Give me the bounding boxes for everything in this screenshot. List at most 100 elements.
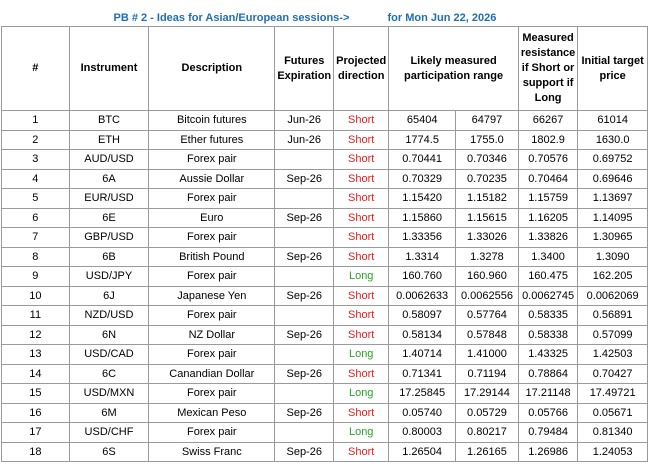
cell-range-b: 160.960 (455, 266, 519, 287)
cell-description: Forex pair (148, 266, 276, 287)
cell-range-b: 0.57848 (455, 324, 519, 345)
cell-level: 0.05766 (517, 402, 579, 423)
header-description: Description (148, 26, 276, 111)
table-row: 17 USD/CHF Forex pair Long 0.80003 0.80217 0.7… (1, 422, 648, 443)
cell-range-a: 65404 (388, 110, 457, 131)
cell-description: Forex pair (148, 383, 276, 404)
cell-range-a: 0.58097 (388, 305, 457, 326)
cell-direction: Short (333, 324, 390, 345)
cell-range-b: 1.41000 (455, 344, 519, 365)
cell-range-a: 1.3314 (388, 246, 457, 267)
cell-level: 0.70464 (517, 168, 579, 189)
cell-range-b: 17.29144 (455, 383, 519, 404)
cell-range-b: 0.70346 (455, 149, 519, 170)
cell-range-a: 17.25845 (388, 383, 457, 404)
cell-description: Forex pair (148, 188, 276, 209)
cell-level: 0.0062745 (517, 285, 579, 306)
cell-level: 17.21148 (517, 383, 579, 404)
cell-level: 1.16205 (517, 207, 579, 228)
cell-target: 17.49721 (577, 383, 648, 404)
cell-range-a: 1774.5 (388, 129, 457, 150)
table-row: 16 6M Mexican Peso Sep-26 Short 0.05740 0.0572… (1, 402, 648, 423)
cell-range-a: 0.80003 (388, 422, 457, 443)
cell-target: 1.13697 (577, 188, 648, 209)
cell-number: 12 (1, 324, 70, 345)
cell-instrument: AUD/USD (68, 149, 150, 170)
cell-number: 18 (1, 441, 70, 462)
cell-direction: Short (333, 402, 390, 423)
header-target: Initial target price (577, 26, 648, 111)
cell-expiration (274, 383, 335, 404)
cell-range-a: 1.40714 (388, 344, 457, 365)
cell-direction: Short (333, 285, 390, 306)
cell-direction: Short (333, 188, 390, 209)
cell-description: NZ Dollar (148, 324, 276, 345)
cell-target: 162.205 (577, 266, 648, 287)
cell-expiration (274, 266, 335, 287)
cell-target: 0.70427 (577, 363, 648, 384)
cell-expiration: Sep-26 (274, 285, 335, 306)
table-row: 2 ETH Ether futures Jun-26 Short 1774.5 1755.0… (1, 129, 648, 150)
cell-range-b: 1.15182 (455, 188, 519, 209)
cell-expiration: Jun-26 (274, 110, 335, 131)
cell-expiration: Sep-26 (274, 324, 335, 345)
cell-level: 0.58335 (517, 305, 579, 326)
cell-instrument: 6A (68, 168, 150, 189)
cell-expiration (274, 422, 335, 443)
cell-range-b: 1.3278 (455, 246, 519, 267)
cell-range-b: 1755.0 (455, 129, 519, 150)
cell-instrument: 6N (68, 324, 150, 345)
cell-expiration: Sep-26 (274, 363, 335, 384)
cell-description: British Pound (148, 246, 276, 267)
cell-description: Canandian Dollar (148, 363, 276, 384)
cell-expiration (274, 227, 335, 248)
cell-number: 4 (1, 168, 70, 189)
cell-direction: Long (333, 383, 390, 404)
cell-range-b: 64797 (455, 110, 519, 131)
cell-instrument: BTC (68, 110, 150, 131)
cell-number: 5 (1, 188, 70, 209)
cell-target: 0.81340 (577, 422, 648, 443)
cell-instrument: NZD/USD (68, 305, 150, 326)
cell-instrument: EUR/USD (68, 188, 150, 209)
cell-expiration (274, 305, 335, 326)
cell-description: Forex pair (148, 305, 276, 326)
cell-target: 1.30965 (577, 227, 648, 248)
cell-direction: Short (333, 363, 390, 384)
header-row: # Instrument Description Futures Expirat… (1, 26, 648, 111)
cell-level: 0.78864 (517, 363, 579, 384)
cell-number: 7 (1, 227, 70, 248)
cell-range-b: 1.15615 (455, 207, 519, 228)
sheet-title: PB # 2 - Ideas for Asian/European sessio… (113, 12, 350, 24)
cell-range-a: 1.15420 (388, 188, 457, 209)
cell-instrument: 6B (68, 246, 150, 267)
cell-number: 3 (1, 149, 70, 170)
cell-instrument: 6S (68, 441, 150, 462)
cell-target: 0.56891 (577, 305, 648, 326)
cell-instrument: ETH (68, 129, 150, 150)
cell-target: 1.42503 (577, 344, 648, 365)
table-row: 15 USD/MXN Forex pair Long 17.25845 17.29144 1… (1, 383, 648, 404)
cell-direction: Short (333, 441, 390, 462)
title-row: PB # 2 - Ideas for Asian/European sessio… (1, 4, 648, 27)
table-row: 8 6B British Pound Sep-26 Short 1.3314 1.3278 1… (1, 246, 648, 267)
cell-direction: Short (333, 149, 390, 170)
cell-expiration: Sep-26 (274, 207, 335, 228)
cell-description: Forex pair (148, 227, 276, 248)
cell-description: Aussie Dollar (148, 168, 276, 189)
cell-range-a: 1.33356 (388, 227, 457, 248)
cell-level: 0.58338 (517, 324, 579, 345)
cell-description: Swiss Franc (148, 441, 276, 462)
cell-number: 2 (1, 129, 70, 150)
table-row: 5 EUR/USD Forex pair Short 1.15420 1.15182 1.1… (1, 188, 648, 209)
cell-range-b: 1.26165 (455, 441, 519, 462)
cell-number: 11 (1, 305, 70, 326)
cell-target: 0.0062069 (577, 285, 648, 306)
cell-direction: Short (333, 129, 390, 150)
table-row: 14 6C Canandian Dollar Sep-26 Short 0.71341 0.… (1, 363, 648, 384)
cell-target: 61014 (577, 110, 648, 131)
cell-instrument: USD/CHF (68, 422, 150, 443)
trade-ideas-table: PB # 2 - Ideas for Asian/European sessio… (1, 4, 648, 462)
table-row: 1 BTC Bitcoin futures Jun-26 Short 65404 64797… (1, 110, 648, 131)
cell-target: 1.14095 (577, 207, 648, 228)
